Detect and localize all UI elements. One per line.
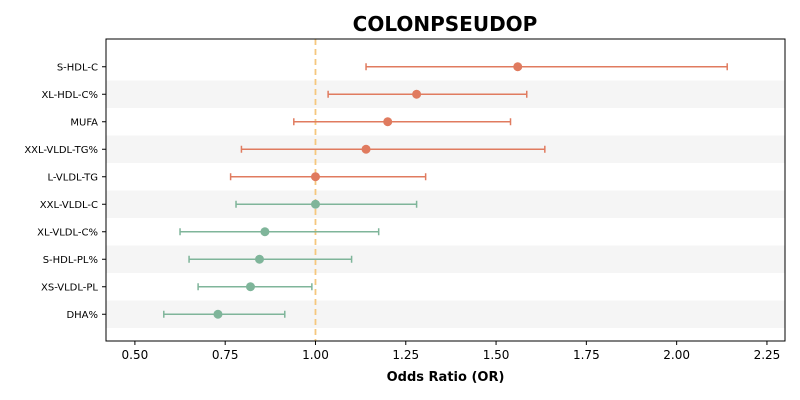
row-stripes bbox=[106, 80, 785, 328]
x-tick-label: 1.50 bbox=[483, 348, 510, 362]
or-point bbox=[260, 227, 270, 237]
y-axis: S-HDL-C XL-HDL-C% MUFA XXL-VLDL-TG% L-VLDL-T… bbox=[24, 62, 106, 321]
or-point bbox=[310, 199, 320, 209]
y-tick-label: DHA% bbox=[66, 310, 98, 321]
y-tick-label: XL-VLDL-C% bbox=[37, 227, 98, 238]
or-point bbox=[383, 117, 393, 127]
x-axis-label: Odds Ratio (OR) bbox=[387, 370, 505, 385]
x-tick-label: 1.25 bbox=[392, 348, 419, 362]
or-point bbox=[412, 89, 422, 99]
or-point bbox=[254, 254, 264, 264]
y-tick-label: XXL-VLDL-TG% bbox=[24, 145, 98, 156]
or-point bbox=[245, 282, 255, 292]
y-tick-label: XS-VLDL-PL bbox=[41, 282, 98, 293]
x-tick-label: 2.25 bbox=[754, 348, 781, 362]
y-tick-label: XXL-VLDL-C bbox=[40, 200, 98, 211]
y-tick-label: S-HDL-PL% bbox=[43, 255, 98, 266]
x-tick-label: 0.75 bbox=[212, 348, 239, 362]
y-tick-label: MUFA bbox=[70, 117, 98, 128]
or-point bbox=[310, 172, 320, 182]
or-point bbox=[213, 309, 223, 319]
or-point bbox=[361, 144, 371, 154]
x-tick-label: 0.50 bbox=[122, 348, 149, 362]
y-tick-label: L-VLDL-TG bbox=[48, 172, 98, 183]
x-tick-label: 2.00 bbox=[663, 348, 690, 362]
chart-title: COLONPSEUDOP bbox=[353, 12, 538, 36]
or-point bbox=[513, 62, 523, 72]
plot-frame bbox=[105, 38, 786, 342]
x-axis: 0.50 0.75 1.00 1.25 1.50 1.75 2.00 2.25 bbox=[122, 341, 781, 362]
x-tick-label: 1.00 bbox=[302, 348, 329, 362]
row-stripe bbox=[106, 190, 785, 218]
y-tick-label: S-HDL-C bbox=[57, 62, 98, 73]
y-tick-label: XL-HDL-C% bbox=[41, 90, 98, 101]
data-marks bbox=[163, 62, 728, 319]
x-tick-label: 1.75 bbox=[573, 348, 600, 362]
